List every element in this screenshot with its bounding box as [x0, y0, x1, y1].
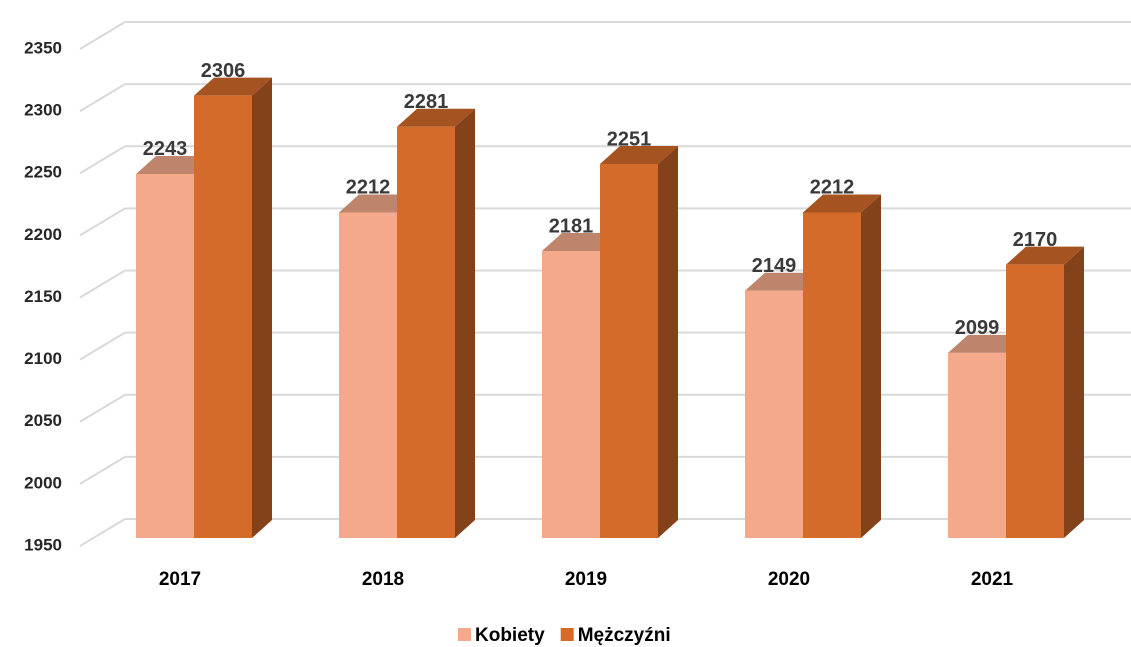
data-label: 2149 — [752, 255, 797, 277]
legend-swatch — [560, 628, 574, 641]
data-label: 2251 — [607, 128, 652, 150]
bar — [600, 164, 658, 538]
grid-line — [79, 207, 126, 237]
y-tick-label: 2250 — [24, 163, 62, 182]
bar — [948, 352, 1006, 538]
data-label: 2181 — [549, 215, 594, 237]
y-tick-label: 2350 — [24, 38, 62, 57]
data-label: 2212 — [346, 177, 391, 199]
bar — [745, 290, 803, 538]
bar — [339, 212, 397, 538]
bar-side — [861, 194, 881, 538]
y-tick-label: 2150 — [24, 287, 62, 306]
data-label: 2170 — [1013, 229, 1058, 251]
bar-top — [194, 77, 272, 96]
grid-line — [79, 331, 126, 361]
bar — [1006, 264, 1064, 538]
y-tick-label: 2100 — [24, 349, 62, 368]
data-label: 2212 — [810, 177, 855, 199]
legend-label: Mężczyźni — [578, 625, 671, 646]
grid-line — [79, 83, 126, 112]
bar — [803, 212, 861, 538]
bar-side — [658, 146, 678, 538]
bar-side — [252, 77, 272, 539]
y-tick-label: 2050 — [24, 411, 62, 430]
y-tick-label: 2000 — [24, 473, 62, 492]
data-label: 2243 — [143, 138, 188, 160]
x-tick-label: 2019 — [565, 569, 607, 590]
grid-line — [79, 456, 126, 485]
bar — [542, 250, 600, 539]
data-label: 2306 — [201, 60, 246, 82]
bar-top — [803, 194, 881, 213]
bar-side — [455, 108, 475, 539]
x-tick-label: 2018 — [362, 569, 404, 590]
y-tick-label: 2200 — [24, 225, 62, 244]
bar-top — [1006, 246, 1084, 265]
bar — [136, 173, 194, 538]
bar-side — [1064, 246, 1084, 538]
grid-line — [79, 21, 126, 50]
legend-swatch — [458, 628, 471, 641]
bar — [194, 95, 252, 539]
x-tick-label: 2021 — [971, 569, 1014, 590]
grid-line — [79, 269, 126, 299]
y-tick-label: 2300 — [24, 101, 62, 120]
bar-top — [397, 108, 475, 127]
data-label: 2099 — [955, 317, 1000, 339]
grid-line — [79, 145, 126, 175]
grid-line — [79, 393, 126, 423]
x-tick-label: 2017 — [159, 569, 201, 590]
y-tick-label: 1950 — [24, 535, 62, 554]
bar-top — [600, 146, 678, 165]
grid-line — [79, 518, 126, 547]
bar — [397, 126, 455, 539]
data-label: 2281 — [404, 91, 449, 113]
x-tick-label: 2020 — [768, 569, 810, 590]
legend-label: Kobiety — [475, 625, 545, 646]
